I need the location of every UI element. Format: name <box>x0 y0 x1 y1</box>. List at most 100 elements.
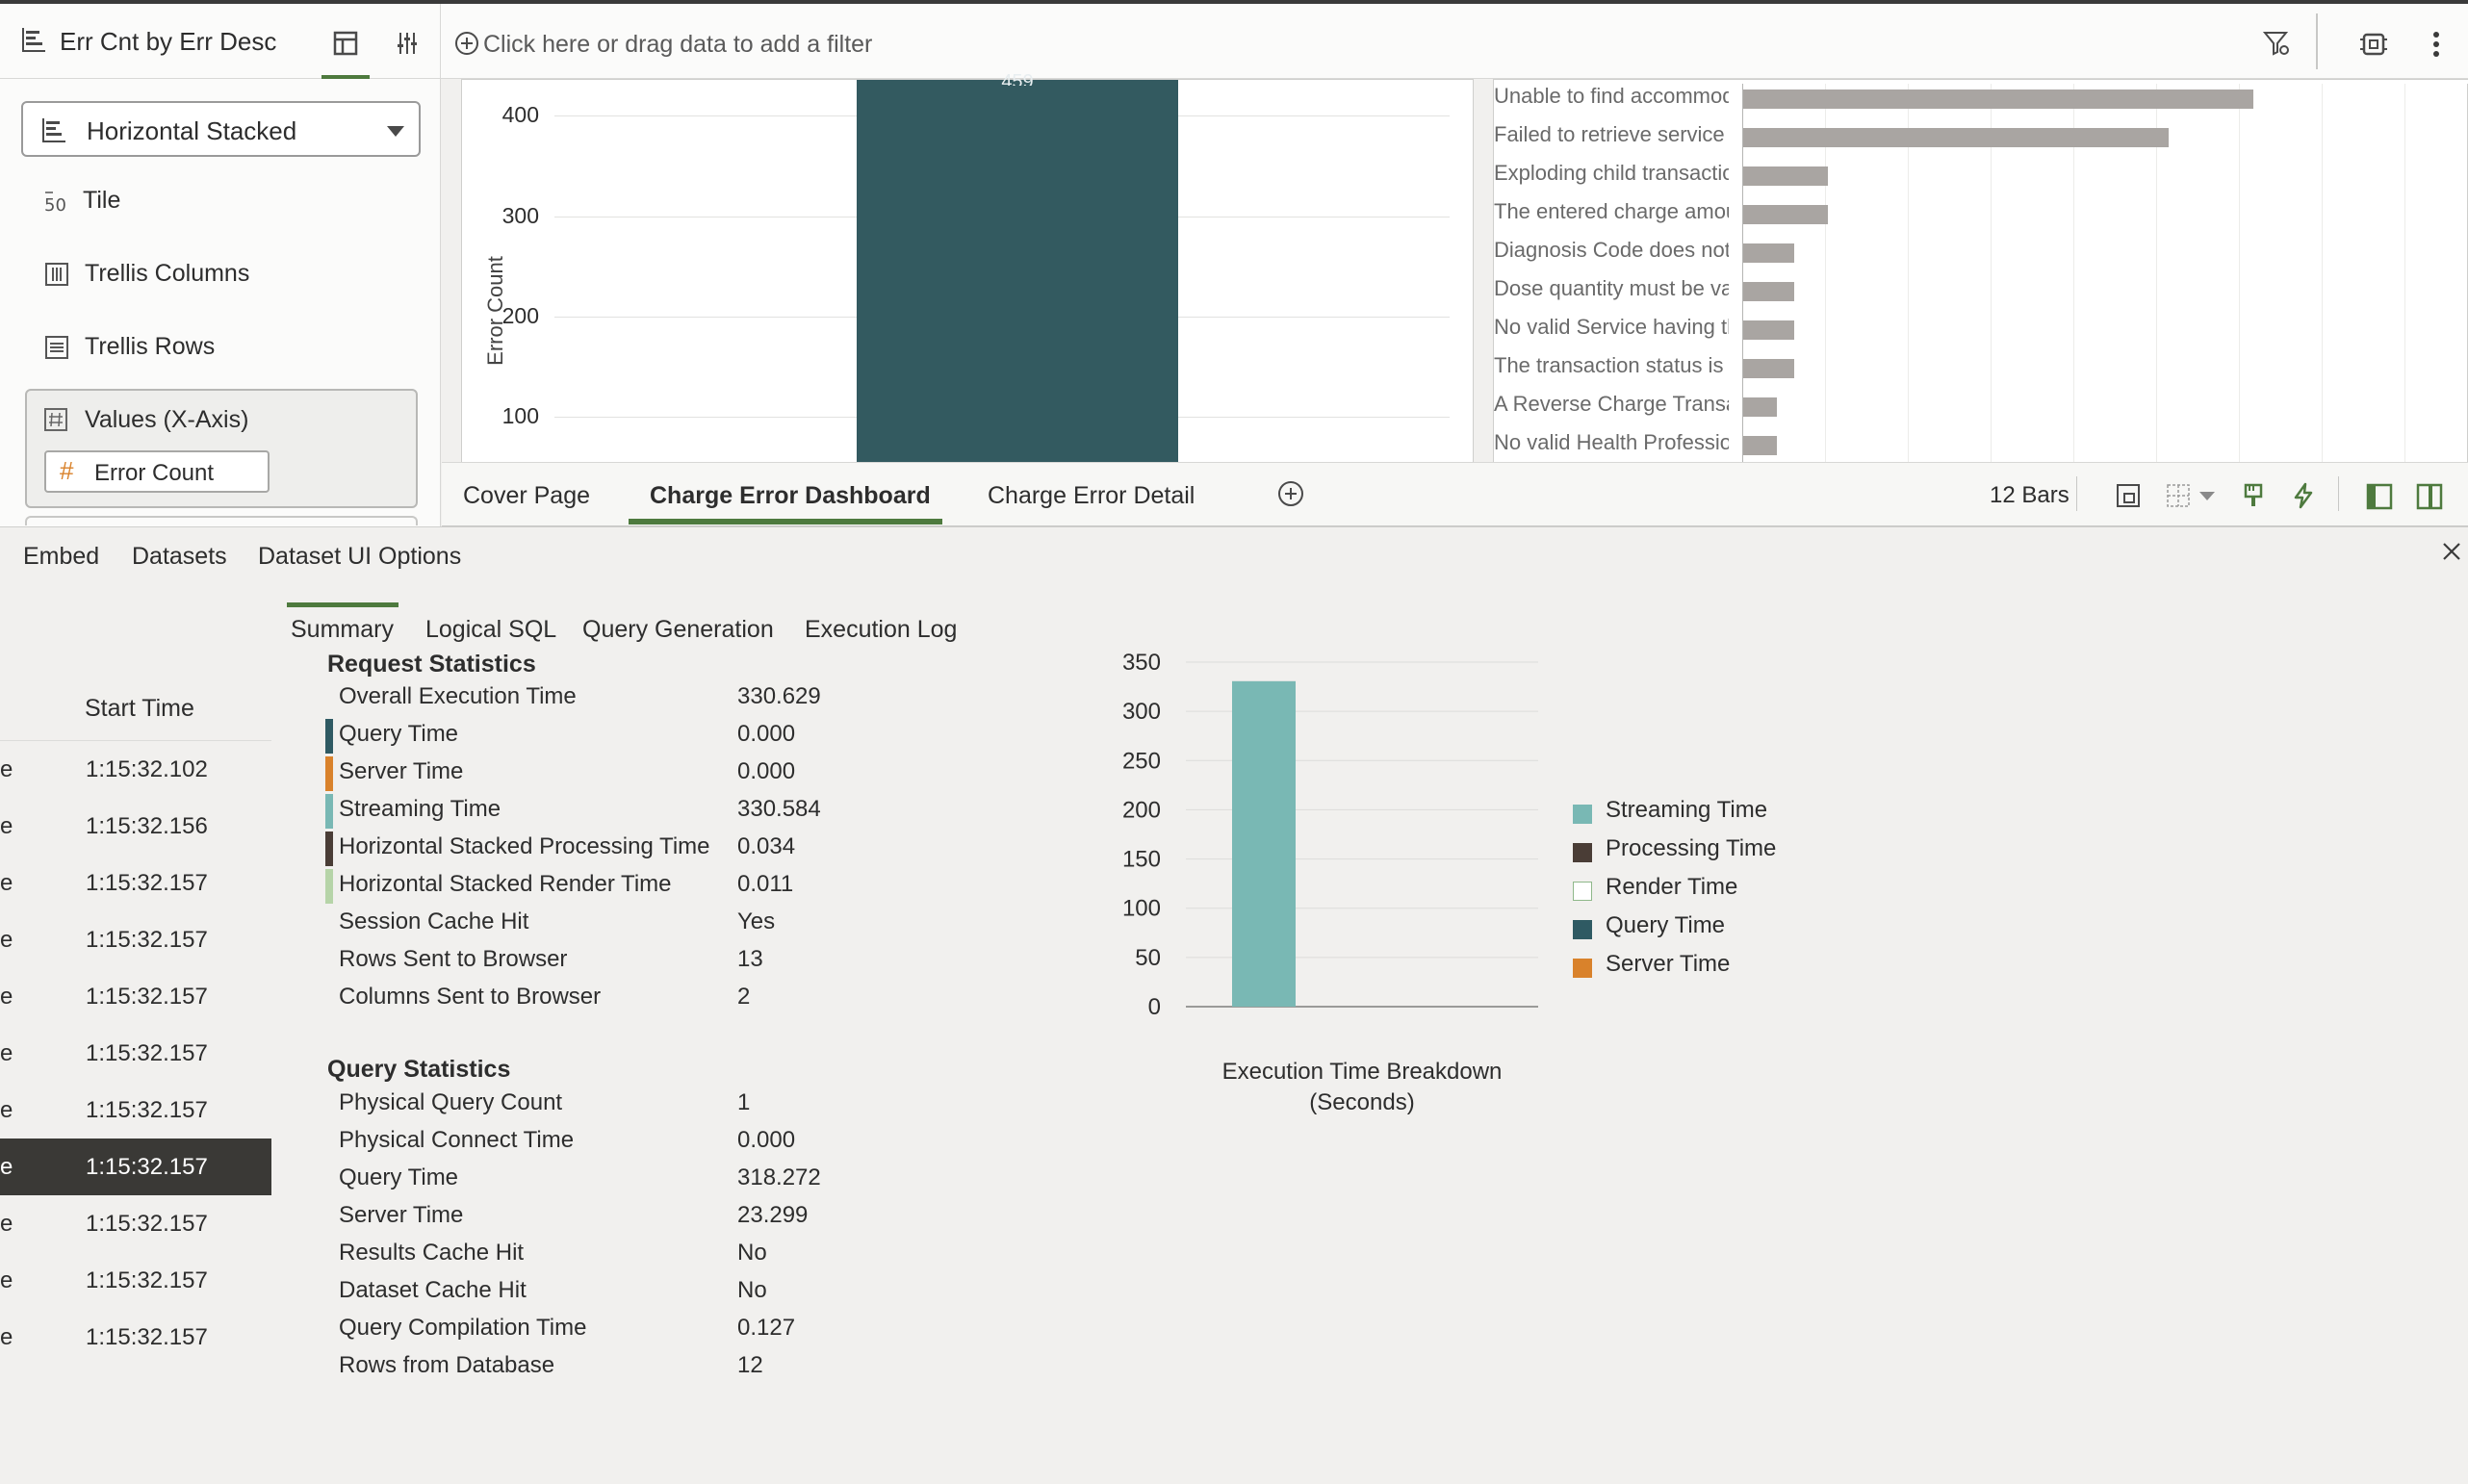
y-tick-100: 100 <box>501 403 539 428</box>
canvas-area: Error Count 400 300 200 100 459 Unable t… <box>442 72 2468 465</box>
tab-embed[interactable]: Embed <box>23 543 100 570</box>
error-bar[interactable] <box>1743 243 1794 263</box>
svg-text:50: 50 <box>44 195 66 213</box>
chart-type-dropdown[interactable]: Horizontal Stacked <box>21 101 421 157</box>
bar-segment[interactable] <box>1232 680 1296 1007</box>
tab-datasets[interactable]: Datasets <box>132 543 227 570</box>
hash-grid-icon <box>42 406 69 433</box>
properties-sliders-icon[interactable] <box>391 27 424 60</box>
start-time-value: 1:15:32.157 <box>86 1211 208 1237</box>
more-options-icon[interactable] <box>2422 27 2451 62</box>
next-drop-zone-edge <box>25 516 418 525</box>
execution-row[interactable]: e 1:15:32.157 <box>0 968 271 1025</box>
add-sheet-icon[interactable] <box>1275 478 1306 509</box>
legend-label[interactable]: Streaming Time <box>1606 797 1768 823</box>
row-prefix: e <box>0 984 13 1010</box>
tile-icon: 50 <box>42 187 71 216</box>
execution-row[interactable]: e 1:15:32.157 <box>0 1025 271 1082</box>
execution-row[interactable]: e 1:15:32.102 <box>0 741 271 798</box>
canvas-properties-icon[interactable] <box>2113 480 2144 511</box>
execution-row[interactable]: e 1:15:32.157 <box>0 1195 271 1252</box>
execution-row[interactable]: e 1:15:32.157 <box>0 911 271 968</box>
stat-label: Rows from Database <box>339 1352 555 1378</box>
subtab-query-generation[interactable]: Query Generation <box>582 616 774 643</box>
error-bar[interactable] <box>1743 436 1777 455</box>
trellis-columns-icon <box>42 260 71 289</box>
stat-color-marker <box>325 719 333 754</box>
subtab-logical-sql[interactable]: Logical SQL <box>425 616 557 643</box>
stat-label: Horizontal Stacked Processing Time <box>339 833 710 859</box>
error-bar[interactable] <box>1743 397 1777 417</box>
filter-settings-icon[interactable] <box>2260 27 2293 60</box>
error-bar[interactable] <box>1743 90 2253 109</box>
developer-options-icon[interactable] <box>2356 27 2391 62</box>
category-label: No valid Service having th… <box>1494 315 1729 339</box>
divider <box>2338 476 2339 511</box>
chart-type-value: Horizontal Stacked <box>87 116 297 145</box>
execution-row[interactable]: e 1:15:32.156 <box>0 798 271 855</box>
execution-row[interactable]: e 1:15:32.157 <box>0 1082 271 1139</box>
legend-label[interactable]: Query Time <box>1606 912 1726 938</box>
error-count-bar[interactable] <box>857 80 1178 463</box>
tab-cover-page[interactable]: Cover Page <box>463 482 591 509</box>
error-bar[interactable] <box>1743 128 2169 147</box>
tab-charge-error-dashboard[interactable]: Charge Error Dashboard <box>650 482 931 509</box>
error-bar[interactable] <box>1743 205 1828 224</box>
start-time-value: 1:15:32.157 <box>86 1324 208 1350</box>
gridline <box>2156 80 2157 465</box>
developer-panel: Embed Datasets Dataset UI Options Summar… <box>0 526 2468 1484</box>
trellis-columns-label[interactable]: Trellis Columns <box>85 260 250 287</box>
visualization-title[interactable]: Err Cnt by Err Desc <box>60 27 277 56</box>
error-count-pill[interactable]: # Error Count <box>44 450 270 493</box>
stat-color-marker <box>325 756 333 791</box>
legend-label[interactable]: Server Time <box>1606 951 1731 977</box>
tile-label[interactable]: Tile <box>83 187 121 214</box>
gridline <box>1825 80 1826 465</box>
y-tick-200: 200 <box>501 303 539 328</box>
stat-color-marker <box>325 832 333 866</box>
auto-apply-lightning-icon[interactable] <box>2288 480 2319 511</box>
category-label: No valid Health Profession… <box>1494 430 1729 454</box>
execution-row[interactable]: e 1:15:32.157 <box>0 1309 271 1366</box>
error-bar[interactable] <box>1743 359 1794 378</box>
y-tick-label: 0 <box>1148 994 1161 1020</box>
category-label: Failed to retrieve service p… <box>1494 122 1729 146</box>
tab-dataset-ui-options[interactable]: Dataset UI Options <box>258 543 462 570</box>
start-time-value: 1:15:32.157 <box>86 1154 208 1180</box>
start-time-value: 1:15:32.157 <box>86 1097 208 1123</box>
grammar-panel-icon[interactable] <box>329 27 362 60</box>
right-panel-toggle-icon[interactable] <box>2413 480 2446 513</box>
filter-placeholder[interactable]: Click here or drag data to add a filter <box>483 31 873 58</box>
execution-row[interactable]: e 1:15:32.157 <box>0 855 271 911</box>
values-x-axis-drop-zone[interactable]: Values (X-Axis) # Error Count <box>25 389 418 508</box>
error-bar[interactable] <box>1743 320 1794 340</box>
start-time-header: Start Time <box>85 695 194 722</box>
active-panel-indicator <box>321 75 370 80</box>
execution-row[interactable]: e 1:15:32.157 <box>0 1139 271 1195</box>
row-prefix: e <box>0 927 13 953</box>
execution-row[interactable]: e 1:15:32.157 <box>0 1252 271 1309</box>
legend-label[interactable]: Processing Time <box>1606 835 1777 861</box>
stat-label: Query Time <box>339 1164 459 1190</box>
paint-brush-icon[interactable] <box>2238 480 2269 511</box>
row-prefix: e <box>0 1267 13 1293</box>
layout-grid-icon[interactable] <box>2163 480 2194 511</box>
tab-charge-error-detail[interactable]: Charge Error Detail <box>988 482 1195 509</box>
trellis-rows-icon <box>42 333 71 362</box>
error-bar[interactable] <box>1743 166 1828 186</box>
subtab-summary[interactable]: Summary <box>291 616 394 643</box>
close-icon[interactable] <box>2437 537 2466 566</box>
layout-dropdown-chevron-icon[interactable] <box>2199 492 2215 500</box>
y-tick-label: 250 <box>1122 748 1161 774</box>
add-filter-icon[interactable] <box>452 29 481 58</box>
category-label: The entered charge amou… <box>1494 199 1729 223</box>
trellis-rows-label[interactable]: Trellis Rows <box>85 333 216 360</box>
category-label: Diagnosis Code does not e… <box>1494 238 1729 262</box>
error-bar[interactable] <box>1743 282 1794 301</box>
left-panel-toggle-icon[interactable] <box>2363 480 2396 513</box>
stat-value: 12 <box>737 1352 763 1378</box>
legend-label[interactable]: Render Time <box>1606 874 1738 900</box>
row-prefix: e <box>0 1211 13 1237</box>
stat-value: 318.272 <box>737 1164 821 1190</box>
subtab-execution-log[interactable]: Execution Log <box>805 616 958 643</box>
